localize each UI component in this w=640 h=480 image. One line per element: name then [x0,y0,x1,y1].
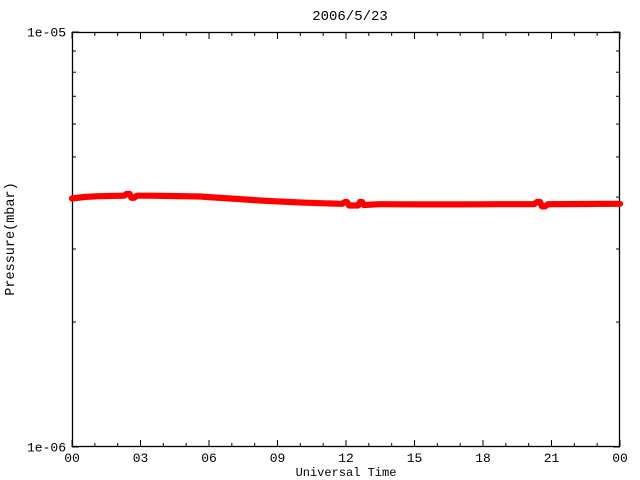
svg-text:18: 18 [475,451,491,466]
svg-text:Universal Time: Universal Time [296,466,397,480]
svg-text:1e-05: 1e-05 [27,26,66,41]
svg-text:Pressure(mbar): Pressure(mbar) [4,182,19,295]
svg-text:2006/5/23: 2006/5/23 [312,9,388,25]
svg-text:03: 03 [133,451,149,466]
svg-text:1e-06: 1e-06 [27,441,66,456]
svg-text:00: 00 [612,451,628,466]
svg-text:21: 21 [544,451,560,466]
svg-text:12: 12 [338,451,354,466]
svg-text:09: 09 [270,451,286,466]
svg-text:06: 06 [201,451,217,466]
svg-text:15: 15 [407,451,423,466]
svg-text:00: 00 [64,451,80,466]
